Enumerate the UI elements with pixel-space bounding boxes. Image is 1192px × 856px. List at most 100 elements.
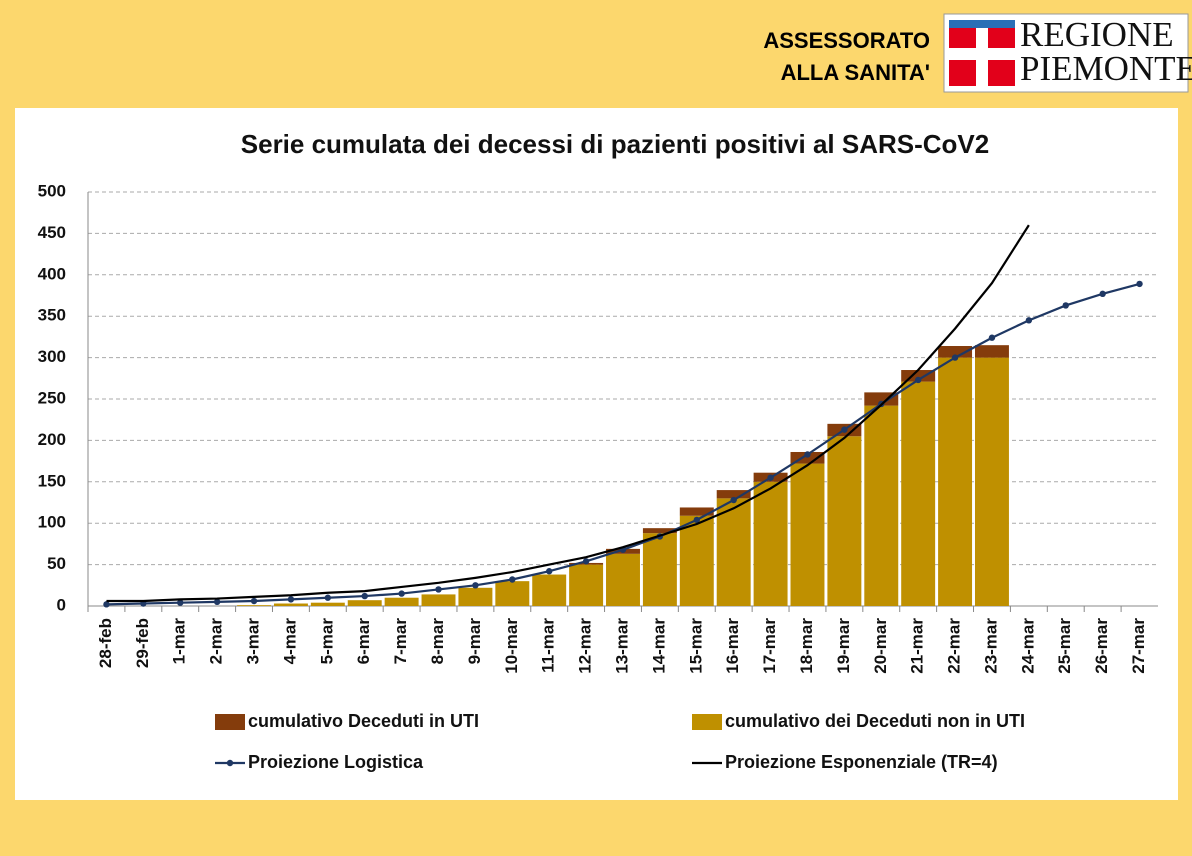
- bar: [237, 605, 272, 606]
- y-tick-label: 450: [38, 223, 66, 242]
- legend-swatch: [215, 714, 245, 730]
- legend-label: Proiezione Logistica: [248, 752, 424, 772]
- legend-label: Proiezione Esponenziale (TR=4): [725, 752, 998, 772]
- header-text: ALLA SANITA': [781, 60, 930, 85]
- legend-label: cumulativo Deceduti in UTI: [248, 711, 479, 731]
- x-tick-label: 23-mar: [981, 618, 1000, 674]
- line-marker: [914, 376, 922, 384]
- bar: [642, 533, 677, 606]
- x-tick-label: 6-mar: [354, 618, 373, 665]
- bar: [974, 345, 1009, 358]
- y-tick-label: 250: [38, 388, 66, 407]
- line-marker: [324, 594, 332, 601]
- line-marker: [509, 576, 516, 583]
- x-tick-label: 15-mar: [686, 618, 705, 674]
- x-tick-label: 28-feb: [96, 618, 115, 668]
- x-tick-label: 16-mar: [723, 618, 742, 674]
- y-tick-label: 100: [38, 513, 66, 532]
- x-tick-label: 17-mar: [760, 618, 779, 674]
- bar: [347, 600, 382, 606]
- y-tick-label: 150: [38, 471, 66, 490]
- line-marker: [730, 496, 737, 504]
- legend-item: Proiezione Esponenziale (TR=4): [692, 752, 998, 772]
- bar: [384, 597, 419, 606]
- bar: [606, 553, 640, 606]
- legend-item: Proiezione Logistica: [215, 752, 424, 772]
- line-marker: [1099, 290, 1106, 298]
- x-tick-label: 10-mar: [502, 618, 521, 674]
- logo: REGIONE PIEMONTE: [943, 13, 1192, 93]
- line-marker: [250, 597, 258, 605]
- bar: [938, 346, 973, 358]
- x-tick-label: 19-mar: [834, 618, 853, 674]
- bar: [679, 507, 714, 516]
- line-marker: [582, 558, 590, 565]
- bar: [974, 357, 1009, 606]
- x-tick-label: 18-mar: [797, 618, 816, 674]
- bar: [827, 436, 862, 606]
- bar: [679, 515, 714, 606]
- bar: [753, 481, 788, 606]
- chart-title: Serie cumulata dei decessi di pazienti p…: [241, 129, 989, 159]
- legend-item: cumulativo Deceduti in UTI: [215, 711, 479, 731]
- line-marker: [951, 354, 959, 361]
- line-marker: [1062, 302, 1069, 309]
- x-tick-label: 11-mar: [539, 618, 558, 673]
- bar: [901, 381, 936, 606]
- x-tick-label: 24-mar: [1018, 618, 1037, 674]
- bar: [790, 451, 825, 464]
- x-tick-label: 9-mar: [465, 618, 484, 665]
- bar: [495, 581, 530, 606]
- line-marker: [1136, 280, 1143, 288]
- line-marker: [177, 599, 184, 606]
- bar: [310, 602, 345, 606]
- x-tick-label: 21-mar: [908, 618, 927, 674]
- logo-text: REGIONE: [1020, 15, 1174, 54]
- line-marker: [546, 568, 553, 575]
- x-tick-label: 14-mar: [649, 618, 668, 674]
- y-tick-label: 300: [38, 347, 66, 366]
- x-tick-label: 2-mar: [207, 618, 226, 665]
- line-marker: [1025, 317, 1033, 324]
- line-marker: [213, 598, 221, 606]
- line-marker: [435, 586, 442, 593]
- x-tick-label: 26-mar: [1092, 618, 1111, 674]
- line-marker: [472, 582, 479, 589]
- line: [106, 224, 1030, 603]
- x-tick-label: 12-mar: [576, 618, 595, 674]
- line-marker: [361, 592, 368, 600]
- x-tick-label: 29-feb: [133, 618, 152, 668]
- line-marker: [804, 451, 811, 458]
- x-tick-label: 8-mar: [428, 618, 447, 665]
- bar: [716, 490, 751, 499]
- bar: [790, 463, 825, 606]
- y-tick-label: 50: [47, 554, 66, 573]
- header-text: ASSESSORATO: [763, 28, 930, 53]
- x-tick-label: 1-mar: [170, 618, 189, 665]
- legend-label: cumulativo dei Deceduti non in UTI: [725, 711, 1025, 731]
- y-tick-label: 400: [38, 264, 66, 283]
- y-tick-label: 500: [38, 181, 66, 200]
- bar: [938, 357, 973, 606]
- legend-swatch: [692, 714, 722, 730]
- bar: [273, 603, 308, 606]
- bar: [642, 528, 677, 534]
- x-tick-label: 22-mar: [945, 618, 964, 674]
- x-tick-label: 7-mar: [391, 618, 410, 665]
- line-marker: [988, 334, 996, 341]
- legend-item: cumulativo dei Deceduti non in UTI: [692, 711, 1025, 731]
- bar: [716, 498, 751, 606]
- line-marker: [693, 516, 700, 524]
- bar: [421, 594, 456, 606]
- legend-marker: [226, 759, 234, 767]
- x-tick-label: 27-mar: [1129, 618, 1148, 674]
- line-marker: [398, 590, 405, 597]
- line-marker: [767, 474, 774, 481]
- line-marker: [103, 601, 110, 608]
- logo-text: PIEMONTE: [1020, 49, 1192, 88]
- bar: [532, 574, 567, 606]
- x-tick-label: 5-mar: [317, 618, 336, 665]
- line-marker: [287, 596, 295, 603]
